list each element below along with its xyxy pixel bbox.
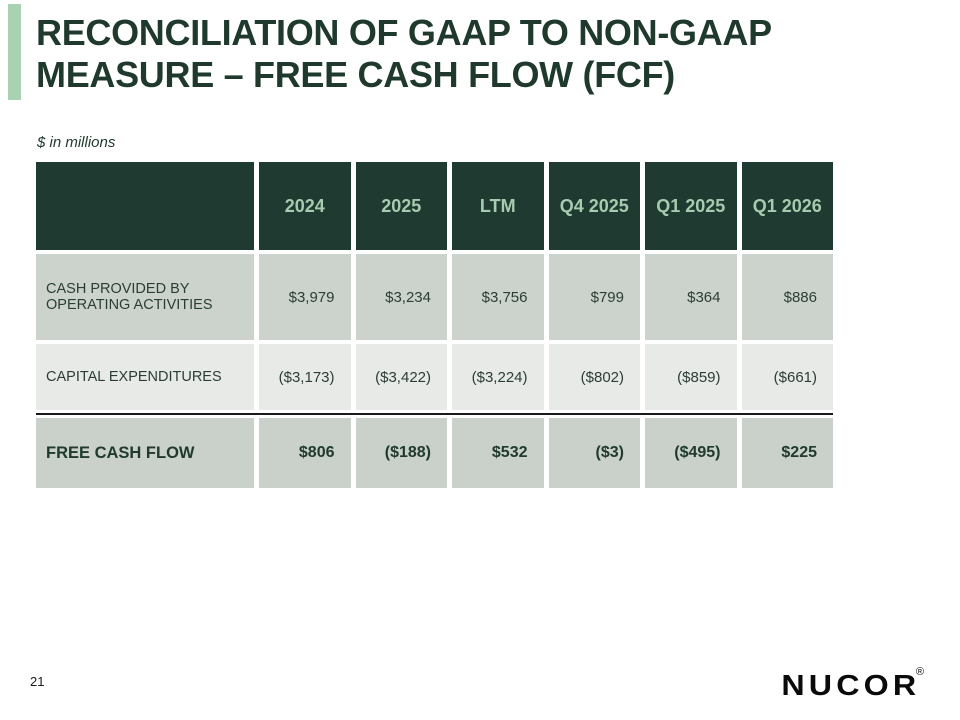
nucor-logo-text: NUCOR — [781, 669, 921, 702]
table-cell: $3,756 — [452, 254, 544, 340]
table-cell: ($188) — [355, 418, 447, 488]
table-cell: $806 — [259, 418, 351, 488]
table-cell: ($3,224) — [452, 344, 544, 410]
registered-trademark-icon: ® — [915, 666, 924, 678]
table-cell: $799 — [548, 254, 640, 340]
table-row-free-cash-flow: FREE CASH FLOW $806 ($188) $532 ($3) ($4… — [36, 418, 833, 488]
table-cell: ($3,173) — [259, 344, 351, 410]
units-note: $ in millions — [37, 134, 116, 151]
table-cell: ($495) — [645, 418, 737, 488]
row-label: FREE CASH FLOW — [36, 418, 254, 488]
table-cell: $886 — [741, 254, 833, 340]
table-row-operating-cash: CASH PROVIDED BY OPERATING ACTIVITIES $3… — [36, 254, 833, 340]
title-accent-bar — [8, 4, 21, 100]
header-cell-2025: 2025 — [355, 162, 447, 250]
nucor-logo: NUCOR® — [781, 666, 926, 704]
table-cell: $364 — [645, 254, 737, 340]
table-cell: ($859) — [645, 344, 737, 410]
table-cell: $3,979 — [259, 254, 351, 340]
table-cell: ($3) — [548, 418, 640, 488]
table-cell: ($661) — [741, 344, 833, 410]
table-cell: $532 — [452, 418, 544, 488]
header-cell-q4-2025: Q4 2025 — [548, 162, 640, 250]
table-cell: ($802) — [548, 344, 640, 410]
page-number: 21 — [30, 674, 45, 689]
page-title: RECONCILIATION OF GAAP TO NON-GAAP MEASU… — [36, 12, 772, 96]
table-cell: $225 — [741, 418, 833, 488]
fcf-reconciliation-table: 2024 2025 LTM Q4 2025 Q1 2025 Q1 2026 CA… — [36, 162, 833, 488]
table-cell: ($3,422) — [355, 344, 447, 410]
row-label: CAPITAL EXPENDITURES — [36, 344, 254, 410]
header-cell-q1-2025: Q1 2025 — [645, 162, 737, 250]
total-separator-line — [36, 413, 833, 415]
table-cell: $3,234 — [355, 254, 447, 340]
header-cell-ltm: LTM — [452, 162, 544, 250]
table-header-row: 2024 2025 LTM Q4 2025 Q1 2025 Q1 2026 — [36, 162, 833, 250]
header-cell-2024: 2024 — [259, 162, 351, 250]
header-cell-blank — [36, 162, 254, 250]
table-row-capital-expenditures: CAPITAL EXPENDITURES ($3,173) ($3,422) (… — [36, 344, 833, 410]
row-label: CASH PROVIDED BY OPERATING ACTIVITIES — [36, 254, 254, 340]
header-cell-q1-2026: Q1 2026 — [741, 162, 833, 250]
